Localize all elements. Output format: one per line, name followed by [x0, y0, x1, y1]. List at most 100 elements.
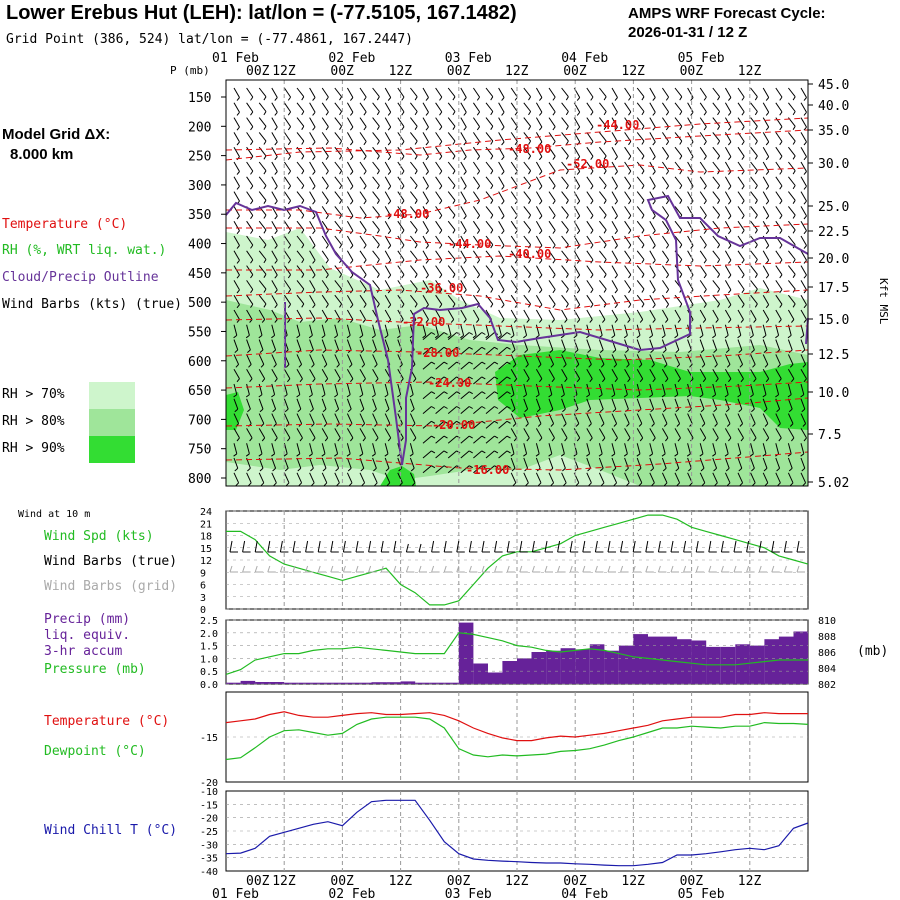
wind-barb-flag: [763, 408, 768, 413]
wind-barb: [384, 146, 392, 157]
wind-barb: [258, 280, 267, 290]
temperature-contour-label: -16.00: [466, 463, 509, 477]
wind-barb-flag: [247, 467, 251, 472]
wind-barb: [598, 428, 606, 439]
wind-barb: [334, 87, 342, 98]
wind-barb-flag: [552, 111, 556, 116]
wind-barb: [435, 406, 445, 414]
top-date-label: 05 Feb: [678, 51, 725, 66]
wind-barb-flag: [528, 214, 532, 219]
wind-barb-true: [531, 540, 535, 553]
wind-barb-flag: [778, 378, 782, 383]
wind-barb-true: [746, 540, 750, 553]
wind-barb-flag: [490, 214, 494, 219]
wind-barb-flag: [468, 420, 473, 424]
wind-barb-flag: [414, 111, 418, 116]
wind-barb: [649, 354, 655, 365]
wind-barb-flag: [468, 346, 473, 350]
wind-barb: [598, 383, 603, 395]
precip-bar: [720, 646, 736, 684]
wind-barb-flag: [476, 244, 481, 249]
wind-barb: [372, 457, 377, 469]
wind-barb: [674, 117, 683, 127]
wind-barb-flag: [463, 230, 467, 235]
wind-barb-flag: [598, 394, 603, 398]
wind-barb: [712, 457, 718, 469]
wind-barb: [435, 220, 443, 231]
wind-barb-flag: [387, 304, 392, 309]
wind-barb-flag: [535, 453, 540, 457]
wind-barb-flag: [401, 304, 405, 308]
wind-barb-flag: [649, 453, 653, 457]
wind-barb: [699, 220, 707, 231]
wind-barb: [775, 413, 781, 424]
wind-barb: [599, 132, 607, 142]
wind-barb: [283, 117, 292, 127]
wind-barb: [674, 383, 679, 395]
wind-barb-flag: [740, 319, 744, 323]
wind-tick-label: 0: [200, 605, 206, 616]
wind-barb-flag: [688, 408, 692, 413]
bottom-date-label: 03 Feb: [445, 887, 492, 900]
wind-barb-flag: [250, 289, 254, 294]
top-date-label: 02 Feb: [328, 51, 375, 66]
wind-barb-flag: [274, 319, 278, 323]
wind-barb: [599, 161, 607, 172]
wind-barb-flag: [339, 274, 343, 278]
wind-barb-true: [708, 540, 712, 553]
wind-barb-flag: [779, 96, 783, 101]
wind-barb: [724, 472, 731, 484]
wind-barb: [321, 398, 327, 410]
wind-barb: [611, 457, 617, 469]
wind-barb: [258, 368, 266, 379]
wind-barb: [750, 265, 758, 275]
wind-barb-flag: [602, 378, 606, 383]
wind-barb: [599, 87, 607, 98]
wind-barb-flag: [431, 420, 436, 424]
wind-barb: [737, 191, 745, 201]
wind-barb-flag: [792, 96, 796, 101]
wind-barb: [510, 472, 517, 484]
wind-barb: [586, 383, 591, 395]
wind-barb-flag: [272, 408, 276, 413]
wind-barb-flag: [801, 349, 806, 353]
wind-barb-flag: [384, 453, 389, 457]
wind-barb-flag: [717, 303, 721, 308]
wind-barb-flag: [337, 378, 341, 383]
wind-barb: [775, 176, 783, 187]
wind-barb-flag: [476, 111, 481, 116]
wind-barb-flag: [312, 200, 316, 205]
wind-barb-flag: [456, 420, 461, 424]
wind-barb-flag: [726, 482, 731, 487]
wind-barb: [712, 206, 720, 216]
precip-bar: [473, 663, 488, 684]
wind-barb: [788, 146, 796, 157]
wind-barb: [410, 117, 418, 127]
wind-barb-flag: [728, 289, 732, 294]
wind-barb: [599, 265, 607, 275]
wind-barb: [737, 428, 744, 439]
wind-barb-flag: [301, 259, 305, 264]
wind-barb: [661, 161, 670, 172]
wind-barb-flag: [650, 467, 654, 472]
wind-barb: [737, 368, 744, 379]
wind-barb: [258, 413, 265, 424]
wind-barb: [460, 391, 470, 400]
wind-barb-flag: [702, 378, 707, 383]
wind-barb-flag: [792, 274, 796, 278]
wind-barb-flag: [468, 391, 473, 395]
wind-barb-flag: [263, 185, 267, 190]
wind-barb: [674, 354, 681, 365]
wind-barb-flag: [599, 349, 604, 353]
wind-barb: [334, 472, 340, 484]
wind-barb: [346, 250, 354, 261]
wind-barb: [636, 265, 645, 275]
wind-barb: [246, 132, 254, 142]
wind-barb: [472, 117, 481, 127]
wind-barb: [699, 102, 707, 113]
top-hour-label: 12Z: [272, 64, 296, 79]
wind-barb-grid: [456, 565, 460, 573]
wind-barb: [435, 102, 443, 113]
wind-barb-flag: [778, 319, 782, 323]
wind-barb-flag: [312, 185, 316, 190]
